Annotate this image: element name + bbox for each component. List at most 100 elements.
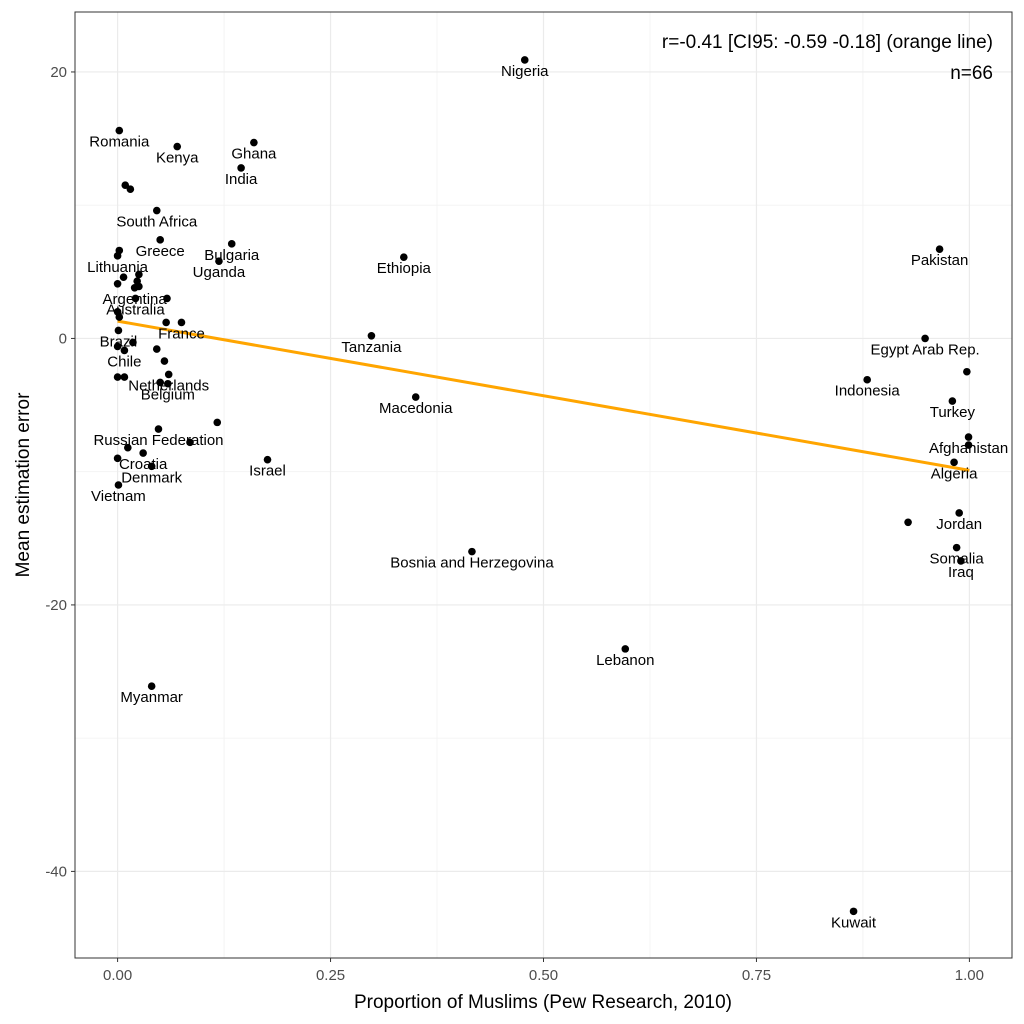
data-point: [250, 138, 258, 147]
data-point: [154, 425, 163, 433]
data-point: [948, 397, 957, 405]
point-label: Bosnia and Herzegovina: [390, 555, 554, 572]
point-label: Uganda: [193, 264, 246, 281]
point-label: France: [158, 325, 205, 342]
data-point: [147, 462, 156, 471]
y-tick-label: 20: [50, 64, 67, 81]
point-label: Myanmar: [120, 689, 183, 706]
point-label: Somalia: [930, 551, 985, 568]
point-label: Algeria: [931, 465, 978, 482]
point-label: Jordan: [936, 516, 982, 533]
annotation-sample-size: n=66: [950, 63, 993, 84]
data-point: [135, 270, 143, 279]
data-point: [964, 433, 973, 441]
data-point: [126, 185, 135, 194]
y-tick-label: -20: [45, 597, 67, 614]
data-point: [921, 334, 929, 343]
point-label: Kenya: [156, 150, 199, 167]
y-tick-label: 0: [59, 330, 67, 347]
point-label: Chile: [107, 353, 141, 370]
point-label: Bulgaria: [204, 247, 260, 264]
data-point: [186, 438, 194, 447]
point-label: Tanzania: [341, 339, 402, 356]
y-tick-label: -40: [45, 863, 67, 880]
data-point: [113, 342, 122, 351]
data-point: [520, 56, 529, 64]
data-point: [129, 338, 137, 347]
data-point: [124, 443, 132, 452]
data-point: [120, 373, 129, 381]
data-point: [156, 378, 164, 387]
data-point: [164, 379, 172, 388]
data-point: [950, 458, 958, 467]
annotation-correlation: r=-0.41 [CI95: -0.59 -0.18] (orange line…: [662, 32, 993, 53]
point-label: India: [225, 171, 258, 188]
point-label: Romania: [89, 134, 150, 151]
data-point: [213, 418, 222, 427]
data-point: [904, 518, 912, 527]
point-label: Ethiopia: [377, 260, 432, 277]
data-point: [863, 375, 871, 384]
data-point: [237, 164, 245, 172]
data-point: [114, 326, 123, 335]
data-point: [468, 547, 476, 556]
point-label: Australia: [106, 301, 165, 318]
data-point: [119, 273, 128, 281]
data-point: [263, 455, 272, 464]
data-point: [163, 294, 171, 303]
x-axis: 0.00 0.25 0.50 0.75 1.00: [103, 958, 984, 984]
point-label: Lebanon: [596, 652, 654, 669]
point-label: Vietnam: [91, 488, 146, 505]
point-label: Netherlands: [128, 377, 209, 394]
point-label: Macedonia: [379, 400, 453, 417]
data-point: [115, 126, 124, 135]
data-point: [139, 449, 147, 457]
y-axis-title: Mean estimation error: [13, 392, 34, 577]
data-point: [367, 331, 376, 340]
x-axis-title: Proportion of Muslims (Pew Research, 201…: [354, 992, 732, 1013]
point-label: Israel: [249, 463, 286, 480]
point-label: Pakistan: [911, 252, 969, 269]
data-point: [849, 907, 858, 916]
point-label: Argentina: [103, 291, 168, 308]
data-point: [963, 367, 971, 376]
data-points: [113, 56, 973, 916]
data-point: [173, 142, 182, 151]
data-point: [935, 245, 944, 253]
point-label: Denmark: [121, 469, 182, 486]
point-label: Indonesia: [835, 383, 901, 400]
data-point: [156, 236, 164, 244]
point-label: Russian Federation: [93, 432, 223, 449]
data-point: [162, 318, 170, 327]
data-point: [955, 509, 963, 517]
point-label: Afghanistan: [929, 440, 1008, 457]
data-point: [121, 181, 130, 190]
point-label: Belgium: [141, 387, 195, 404]
grid-major: [75, 12, 1012, 958]
data-point: [152, 206, 161, 215]
point-label: Nigeria: [501, 63, 549, 80]
x-tick-label: 0.50: [529, 967, 558, 984]
data-point: [411, 393, 420, 401]
data-point: [621, 645, 630, 653]
x-tick-label: 0.25: [316, 967, 345, 984]
point-label: Kuwait: [831, 914, 877, 931]
data-point: [964, 441, 973, 449]
point-label: Greece: [136, 243, 185, 260]
x-tick-label: 1.00: [955, 967, 984, 984]
x-tick-label: 0.75: [742, 967, 771, 984]
data-point: [152, 345, 161, 353]
point-label: Egypt Arab Rep.: [870, 341, 979, 358]
data-point: [113, 252, 122, 260]
data-point: [164, 370, 173, 379]
point-label: Lithuania: [87, 259, 149, 276]
data-point: [114, 481, 123, 489]
point-label: Ghana: [231, 146, 277, 163]
regression-line-group: [117, 319, 970, 472]
data-point: [160, 357, 169, 365]
point-label: Iraq: [948, 564, 974, 581]
point-label: Croatia: [119, 456, 168, 473]
point-labels: Nigeria Romania Kenya Ghana India South Afric…: [87, 63, 1008, 931]
data-point: [177, 318, 186, 327]
